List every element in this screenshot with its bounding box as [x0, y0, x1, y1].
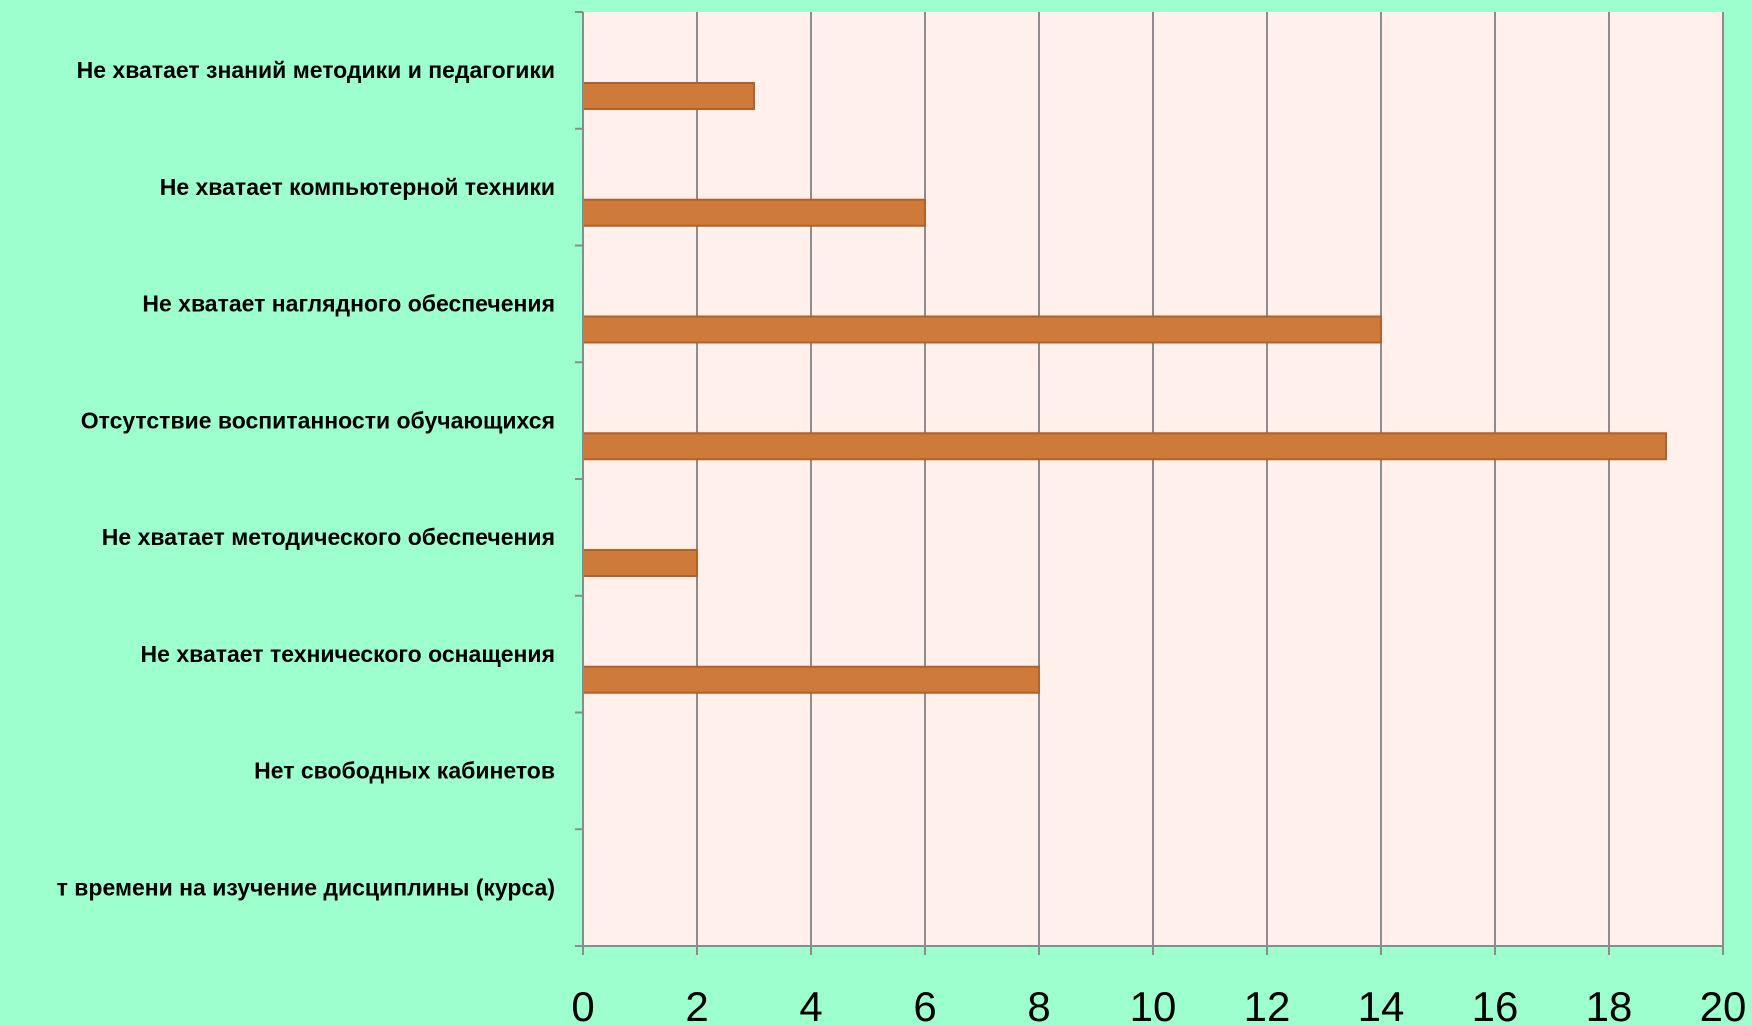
category-label: т времени на изучение дисциплины (курса) — [57, 874, 555, 900]
category-label: Не хватает компьютерной техники — [160, 174, 555, 200]
bar — [582, 432, 1667, 461]
bar — [582, 665, 1040, 694]
bar — [582, 198, 926, 227]
x-tick-label: 18 — [1586, 983, 1633, 1026]
bar — [582, 82, 755, 110]
gridlines — [582, 12, 1724, 946]
bar — [582, 549, 698, 577]
x-tick-label: 20 — [1700, 983, 1747, 1026]
x-tick-label: 14 — [1358, 983, 1405, 1026]
x-tick-label: 0 — [571, 983, 594, 1026]
category-label: Не хватает технического оснащения — [141, 641, 555, 667]
tick-labels: 0 2 4 6 8 10 12 14 16 18 20 — [571, 983, 1746, 1026]
x-tick-label: 2 — [685, 983, 708, 1026]
x-tick-label: 12 — [1244, 983, 1291, 1026]
category-label: Не хватает знаний методики и педагогики — [77, 57, 555, 83]
category-label: Нет свободных кабинетов — [254, 758, 555, 784]
category-labels: Не хватает знаний методики и педагогики Н… — [57, 57, 555, 900]
category-label: Не хватает методического обеспечения — [102, 524, 555, 550]
category-label: Отсутствие воспитанности обучающихся — [81, 407, 555, 433]
x-tick-label: 16 — [1472, 983, 1519, 1026]
bar — [582, 315, 1382, 344]
x-tick-label: 4 — [799, 983, 822, 1026]
category-label: Не хватает наглядного обеспечения — [142, 291, 555, 317]
x-tick-label: 10 — [1130, 983, 1177, 1026]
axes — [575, 11, 1724, 955]
x-tick-label: 6 — [913, 983, 936, 1026]
x-tick-label: 8 — [1027, 983, 1050, 1026]
